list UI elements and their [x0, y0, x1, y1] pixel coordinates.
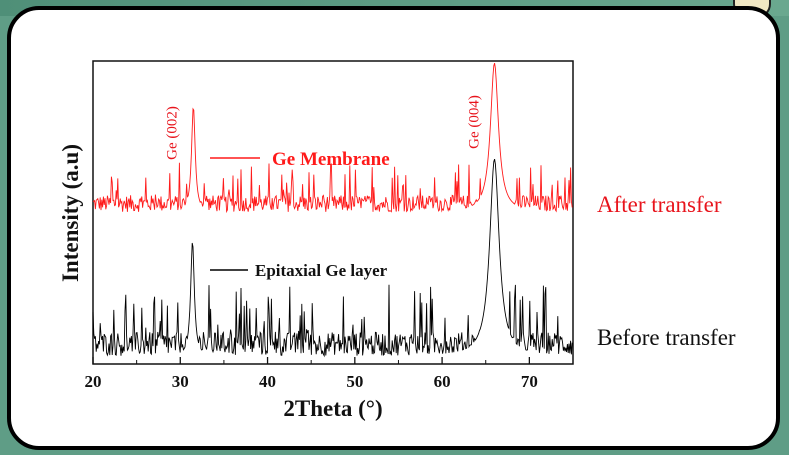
before-transfer-label: Before transfer [597, 325, 736, 350]
peak-label-ge-002: Ge (002) [164, 106, 180, 160]
x-tick-label: 30 [172, 372, 189, 391]
ge-membrane-trace [92, 62, 573, 214]
x-ticks: 20 30 40 50 60 70 [85, 357, 538, 391]
legend-label-epitaxial: Epitaxial Ge layer [255, 261, 388, 280]
legend-label-ge-membrane: Ge Membrane [272, 149, 390, 170]
y-axis-label: Intensity (a.u) [58, 144, 83, 282]
x-tick-label: 60 [434, 372, 451, 391]
peak-label-ge-004: Ge (004) [466, 95, 482, 149]
x-tick-label: 20 [85, 372, 102, 391]
epitaxial-ge-trace [92, 158, 573, 358]
x-tick-label: 40 [259, 372, 276, 391]
annotations: Ge Membrane Epitaxial Ge layer Ge (002) Ge … [164, 95, 482, 280]
x-tick-label: 50 [346, 372, 363, 391]
traces [92, 62, 573, 358]
plot-frame [92, 60, 574, 365]
x-tick-label: 70 [521, 372, 538, 391]
chart-card [7, 6, 780, 450]
after-transfer-label: After transfer [597, 192, 722, 217]
x-axis-label: 2Theta (°) [283, 396, 382, 421]
